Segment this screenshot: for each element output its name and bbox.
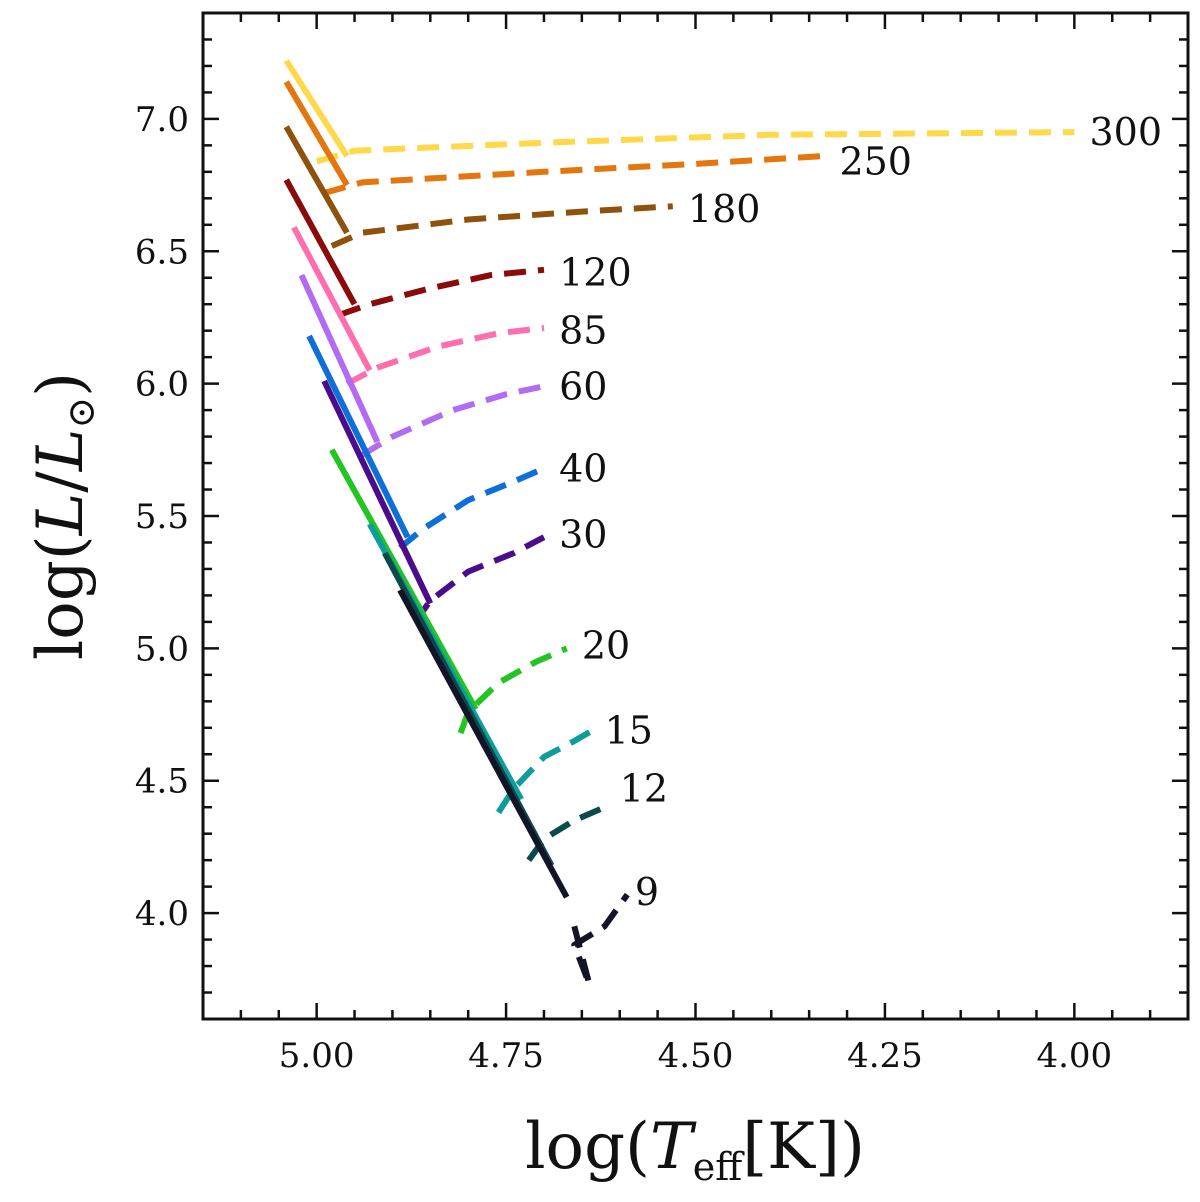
mass-labels: 300 250 180 120 85 60 40 30 20 15 12 9 [559, 110, 1162, 914]
x-tick-label: 4.50 [658, 1036, 734, 1076]
track-9-post-main-sequence [571, 892, 630, 988]
y-tick-label: 4.0 [135, 894, 189, 934]
x-tick-label: 4.25 [847, 1036, 923, 1076]
x-axis-label-subscript: eff [693, 1145, 745, 1189]
y-tick-label: 6.0 [135, 365, 189, 405]
y-axis-label-symbol: L [24, 493, 98, 537]
track-20-post-main-sequence [457, 645, 568, 735]
y-axis-label-slash: / [24, 471, 98, 493]
track-9-main-sequence [397, 588, 570, 899]
y-tick-label: 5.0 [135, 629, 189, 669]
x-axis-label-symbol: T [650, 1110, 697, 1184]
track-60-main-sequence [298, 273, 381, 444]
track-30-main-sequence [321, 379, 434, 605]
mass-label-40: 40 [559, 446, 607, 490]
track-40-main-sequence [306, 334, 411, 539]
mass-label-120: 120 [559, 250, 632, 294]
y-tick-label: 5.5 [135, 497, 189, 537]
track-30-post-main-sequence [412, 534, 546, 624]
track-15-post-main-sequence [495, 725, 599, 815]
x-tick-label: 5.00 [279, 1036, 355, 1076]
track-250-post-main-sequence [323, 153, 825, 196]
y-axis-label: log(L/L⊙) [24, 372, 103, 660]
track-85-main-sequence [291, 225, 373, 372]
track-300-main-sequence [283, 59, 350, 158]
x-axis-label-suffix: [K]) [742, 1110, 865, 1184]
x-tick-label: 4.75 [468, 1036, 544, 1076]
y-axis-label-symbol2: L [24, 429, 98, 473]
track-180-main-sequence [283, 125, 350, 235]
mass-label-30: 30 [559, 513, 607, 557]
track-12-post-main-sequence [526, 804, 606, 862]
mass-label-250: 250 [839, 139, 912, 183]
track-20-main-sequence [329, 448, 479, 711]
mass-label-20: 20 [582, 624, 630, 668]
y-axis-label-subscript: ⊙ [59, 397, 103, 429]
x-axis-label: log(Teff[K]) [525, 1110, 865, 1189]
track-85-post-main-sequence [345, 325, 545, 387]
y-tick-label: 7.0 [135, 100, 189, 140]
track-300-post-main-sequence [315, 129, 1075, 165]
plot-frame [201, 11, 1190, 1021]
mass-label-300: 300 [1090, 110, 1163, 154]
track-60-post-main-sequence [360, 383, 545, 458]
y-tick-label: 6.5 [135, 232, 189, 272]
mass-label-15: 15 [605, 708, 653, 752]
y-axis-label-suffix: ) [24, 372, 98, 397]
track-180-post-main-sequence [330, 203, 673, 249]
evolution-tracks [283, 59, 1075, 988]
track-120-main-sequence [283, 178, 358, 306]
x-tick-label: 4.00 [1036, 1036, 1112, 1076]
mass-label-180: 180 [688, 187, 761, 231]
track-40-post-main-sequence [398, 465, 546, 551]
axis-tick-labels: 5.00 4.75 4.50 4.25 4.00 4.0 4.5 5.0 5.5 6.0 6.5 7.… [135, 100, 1112, 1076]
mass-label-9: 9 [635, 870, 659, 914]
y-axis-label-prefix: log( [24, 535, 98, 660]
mass-label-85: 85 [559, 309, 607, 353]
track-120-post-main-sequence [338, 266, 545, 318]
mass-label-60: 60 [559, 364, 607, 408]
axis-ticks [201, 11, 1190, 1021]
x-axis-label-prefix: log( [525, 1110, 650, 1184]
y-tick-label: 4.5 [135, 762, 189, 802]
mass-label-12: 12 [620, 767, 668, 811]
track-250-main-sequence [283, 80, 350, 187]
